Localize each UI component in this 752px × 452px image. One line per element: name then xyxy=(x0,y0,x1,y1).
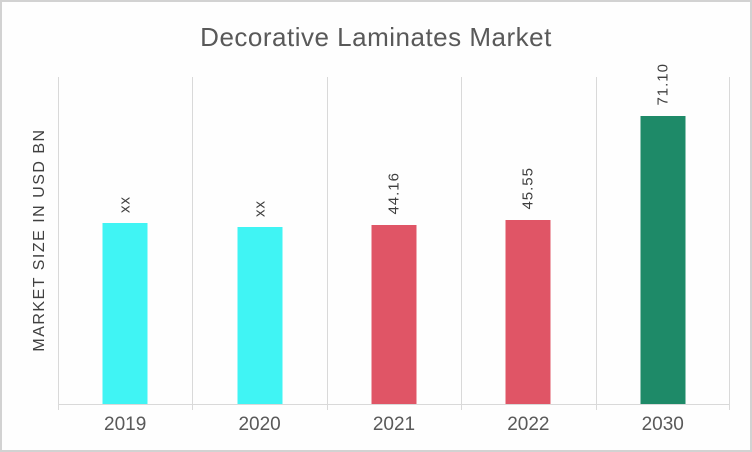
bar-group-2030: 71.10 xyxy=(596,63,730,404)
gridline xyxy=(326,77,328,404)
x-axis-label-2019: 2019 xyxy=(104,414,147,435)
x-axis-label-2021: 2021 xyxy=(372,414,416,435)
y-axis-title: MARKET SIZE IN USD BN xyxy=(31,128,48,352)
axis-tick xyxy=(58,404,59,410)
x-axis-label-2030: 2030 xyxy=(641,414,684,435)
bar-value-label: xx xyxy=(116,196,134,213)
bar-value-label: 45.55 xyxy=(519,167,537,210)
bar-value-label: xx xyxy=(251,200,269,217)
bar-2020 xyxy=(237,227,283,404)
bar-2022 xyxy=(505,220,551,404)
gridline xyxy=(192,77,194,404)
bar-2019 xyxy=(102,223,148,404)
bar-group-2021: 44.16 xyxy=(327,77,461,404)
gridline xyxy=(461,77,463,404)
x-axis-label-2022: 2022 xyxy=(507,414,550,435)
axis-tick xyxy=(595,404,597,410)
axis-tick xyxy=(326,404,328,410)
bar-group-2019: xx xyxy=(58,77,192,404)
gridline xyxy=(595,77,597,404)
x-axis-label-2020: 2020 xyxy=(238,414,281,435)
x-axis: 2019 2020 2021 2022 2030 xyxy=(58,414,730,436)
bar-value-label: 44.16 xyxy=(385,172,403,215)
bar-value-label: 71.10 xyxy=(654,63,672,106)
bar-2021 xyxy=(371,225,417,404)
bar-group-2022: 45.55 xyxy=(461,77,595,404)
axis-tick xyxy=(461,404,463,410)
axis-tick xyxy=(729,404,730,410)
axis-tick xyxy=(192,404,194,410)
chart-title: Decorative Laminates Market xyxy=(200,22,552,52)
plot-area: xx xx 44.16 45.55 71.10 xyxy=(58,63,730,410)
gridline xyxy=(729,77,730,404)
bar-2030 xyxy=(640,116,686,404)
bar-group-2020: xx xyxy=(192,77,326,404)
gridline xyxy=(58,77,59,404)
